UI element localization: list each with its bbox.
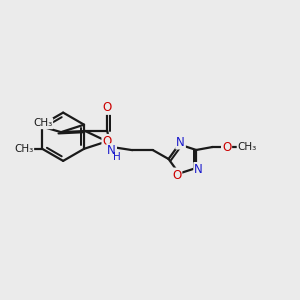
- Text: H: H: [113, 152, 121, 163]
- Text: N: N: [194, 163, 203, 176]
- Text: CH₃: CH₃: [238, 142, 257, 152]
- Text: O: O: [103, 101, 112, 114]
- Text: N: N: [176, 136, 185, 148]
- Text: O: O: [172, 169, 182, 182]
- Text: O: O: [222, 140, 231, 154]
- Text: CH₃: CH₃: [14, 144, 33, 154]
- Text: N: N: [107, 144, 116, 157]
- Text: CH₃: CH₃: [33, 118, 52, 128]
- Text: O: O: [102, 135, 112, 148]
